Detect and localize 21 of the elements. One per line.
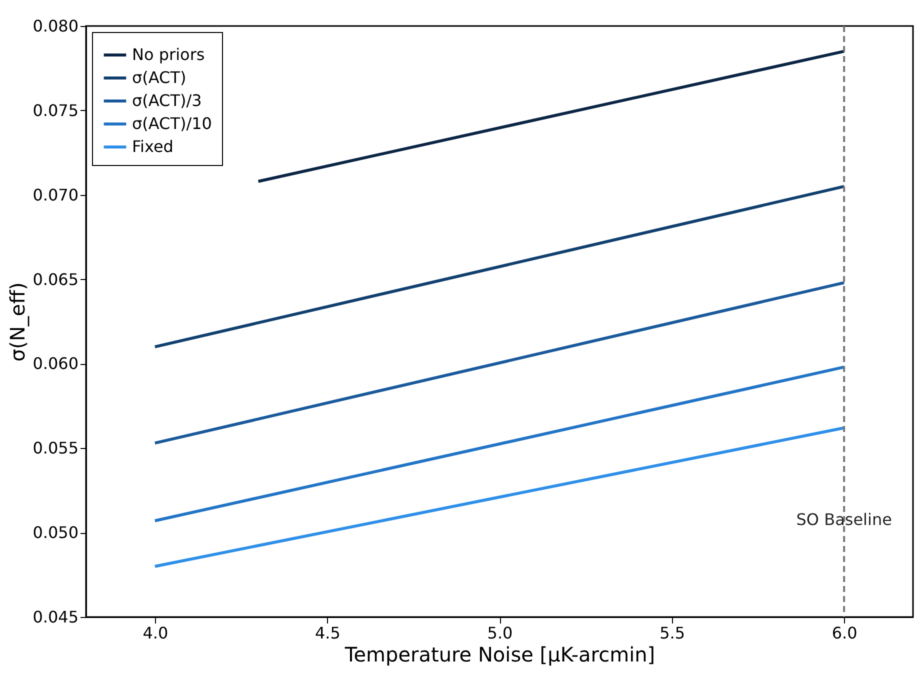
x-tick-label: 5.5 [660, 624, 686, 642]
legend-label: σ(ACT) [132, 68, 186, 87]
x-tick-label: 5.0 [487, 624, 513, 642]
legend-label: Fixed [132, 137, 174, 156]
y-tick-label: 0.045 [32, 608, 78, 626]
legend-label: No priors [132, 45, 205, 64]
y-tick-label: 0.080 [32, 16, 78, 36]
x-axis-title: Temperature Noise [μK-arcmin] [344, 642, 656, 666]
y-tick-label: 0.070 [32, 185, 78, 204]
legend-label: σ(ACT)/3 [132, 91, 202, 110]
y-tick-label: 0.050 [32, 523, 78, 542]
legend-label: σ(ACT)/10 [132, 114, 212, 133]
ref-line-label: SO Baseline [796, 510, 892, 529]
x-tick-label: 6.0 [832, 624, 858, 642]
x-tick-label: 4.0 [142, 624, 168, 642]
y-tick-label: 0.075 [32, 100, 78, 120]
y-tick-label: 0.055 [32, 438, 78, 458]
y-tick-label: 0.065 [32, 270, 78, 289]
y-tick-label: 0.060 [32, 354, 78, 374]
x-tick-label: 4.5 [314, 624, 340, 642]
y-axis-title: σ(N_eff) [6, 282, 30, 362]
